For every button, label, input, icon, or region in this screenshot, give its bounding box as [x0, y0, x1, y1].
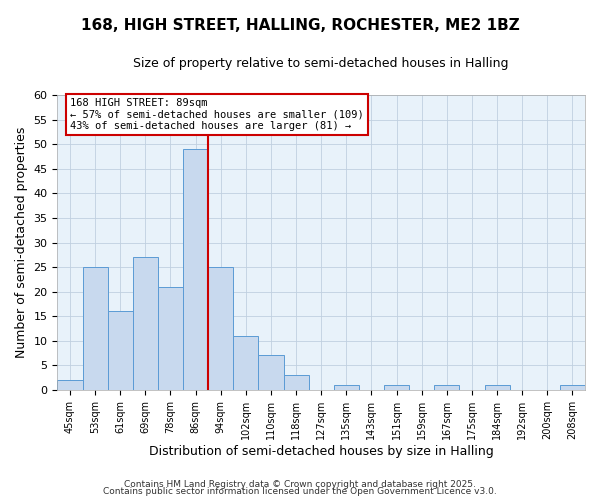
- Bar: [208, 267, 233, 390]
- Bar: [384, 385, 409, 390]
- Text: 168, HIGH STREET, HALLING, ROCHESTER, ME2 1BZ: 168, HIGH STREET, HALLING, ROCHESTER, ME…: [80, 18, 520, 32]
- Bar: [183, 150, 208, 390]
- Bar: [158, 286, 183, 390]
- Title: Size of property relative to semi-detached houses in Halling: Size of property relative to semi-detach…: [133, 58, 509, 70]
- Bar: [58, 380, 83, 390]
- Y-axis label: Number of semi-detached properties: Number of semi-detached properties: [15, 127, 28, 358]
- Text: 168 HIGH STREET: 89sqm
← 57% of semi-detached houses are smaller (109)
43% of se: 168 HIGH STREET: 89sqm ← 57% of semi-det…: [70, 98, 364, 131]
- Bar: [434, 385, 460, 390]
- Bar: [107, 312, 133, 390]
- Bar: [560, 385, 585, 390]
- Bar: [83, 267, 107, 390]
- X-axis label: Distribution of semi-detached houses by size in Halling: Distribution of semi-detached houses by …: [149, 444, 494, 458]
- Text: Contains public sector information licensed under the Open Government Licence v3: Contains public sector information licen…: [103, 487, 497, 496]
- Text: Contains HM Land Registry data © Crown copyright and database right 2025.: Contains HM Land Registry data © Crown c…: [124, 480, 476, 489]
- Bar: [485, 385, 509, 390]
- Bar: [334, 385, 359, 390]
- Bar: [233, 336, 259, 390]
- Bar: [259, 356, 284, 390]
- Bar: [133, 258, 158, 390]
- Bar: [284, 375, 308, 390]
